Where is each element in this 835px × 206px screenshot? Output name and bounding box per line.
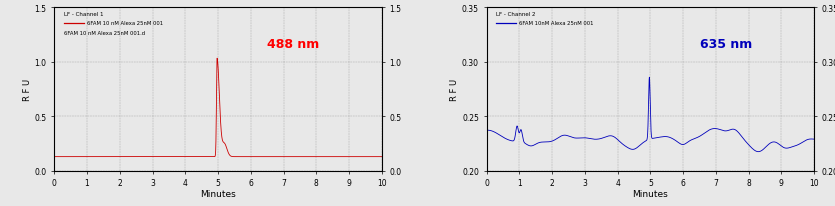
X-axis label: Minutes: Minutes [632, 189, 668, 198]
X-axis label: Minutes: Minutes [200, 189, 236, 198]
Text: 6FAM 10nM Alexa 25nM 001: 6FAM 10nM Alexa 25nM 001 [519, 21, 594, 26]
Text: LF - Channel 1: LF - Channel 1 [64, 12, 104, 16]
Text: 6FAM 10 nM Alexa 25nM 001.d: 6FAM 10 nM Alexa 25nM 001.d [64, 31, 145, 36]
Text: 635 nm: 635 nm [700, 37, 752, 50]
Text: 488 nm: 488 nm [267, 37, 320, 50]
Text: 6FAM 10 nM Alexa 25nM 001: 6FAM 10 nM Alexa 25nM 001 [87, 21, 163, 26]
Text: LF - Channel 2: LF - Channel 2 [497, 12, 536, 16]
Y-axis label: R F U: R F U [450, 79, 459, 101]
Y-axis label: R F U: R F U [23, 79, 32, 101]
